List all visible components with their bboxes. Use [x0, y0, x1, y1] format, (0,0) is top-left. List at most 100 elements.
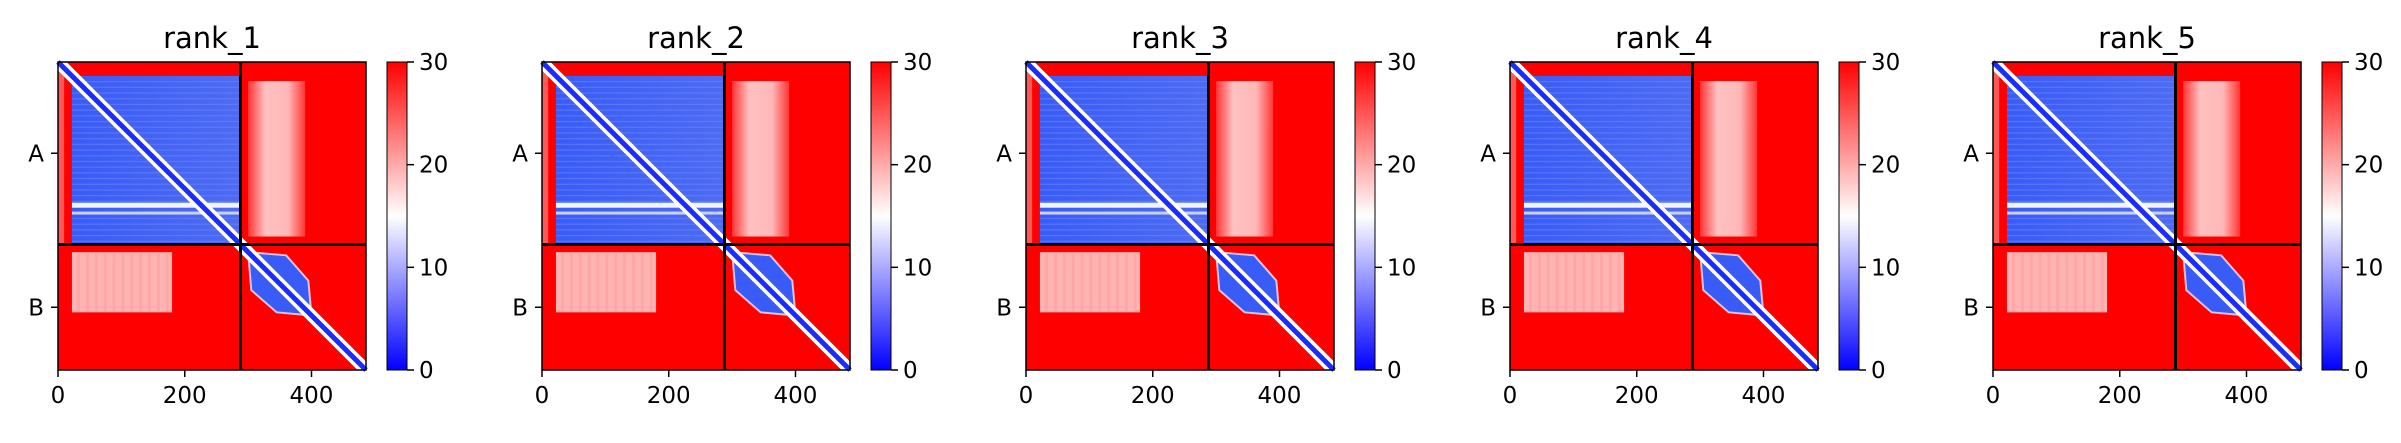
chain-a-stripe: [555, 103, 725, 106]
chain-a-stripe: [71, 217, 241, 220]
colorbar-tick-label: 10: [1387, 255, 1416, 281]
chain-a-stripe: [71, 98, 241, 100]
x-tick-label: 200: [1131, 383, 1175, 409]
chain-ba-stripe: [1573, 252, 1577, 313]
chain-ba-stripe: [1089, 252, 1093, 313]
chain-a-stripe: [2006, 223, 2176, 225]
x-tick-label: 200: [2098, 383, 2142, 409]
chain-a-stripe: [555, 240, 725, 242]
chain-a-stripe: [555, 217, 725, 220]
chain-a-light-stripe: [555, 211, 725, 215]
chain-a-stripe: [1523, 229, 1693, 231]
diagonal-line: [540, 60, 852, 372]
chain-a-stripe: [1523, 132, 1693, 134]
chain-a-stripe: [71, 240, 241, 242]
chain-a-stripe: [1523, 109, 1693, 111]
diagonal-line: [1508, 60, 1820, 372]
chain-ba-stripe: [1529, 252, 1533, 313]
chain-a-stripe: [1039, 132, 1209, 134]
chain-a-stripe: [1039, 143, 1209, 145]
chain-a-fringe: [1026, 62, 1033, 245]
chain-ba-stripe: [649, 252, 653, 313]
chain-a-stripe: [2006, 138, 2176, 140]
heatmap-panel-2: rank_2 A B 0 200 400 0 10 20 30: [512, 21, 932, 409]
chain-a-stripe: [555, 92, 725, 94]
chain-a-stripe: [555, 177, 725, 180]
chain-ba-stripe: [614, 252, 618, 313]
chain-a-stripe: [1523, 183, 1693, 185]
y-tick-label: A: [1963, 141, 1979, 167]
chain-a-stripe: [1523, 149, 1693, 151]
chain-a-stripe: [2006, 189, 2176, 191]
heatmap-frame: [1509, 61, 1819, 371]
chain-a-stripe: [71, 183, 241, 185]
chain-a-stripe: [1039, 172, 1209, 174]
chain-ba-stripe: [2020, 252, 2024, 313]
chain-a-stripe: [1039, 200, 1209, 202]
chain-a-white-stripe: [2006, 202, 2176, 208]
chain-a-stripe: [1039, 195, 1209, 197]
colorbar-tick-label: 10: [903, 255, 932, 281]
chain-a-stripe: [555, 172, 725, 174]
chain-a-stripe: [2006, 103, 2176, 106]
chain-a-stripe: [1523, 81, 1693, 83]
chain-ba-stripe: [1071, 252, 1075, 313]
chain-a-stripe: [1039, 98, 1209, 100]
chain-ba-stripe: [561, 252, 565, 313]
colorbar-tick-label: 30: [903, 50, 932, 76]
chain-ba-stripe: [578, 252, 582, 313]
y-tick-label: A: [996, 141, 1012, 167]
diagonal-line: [1991, 60, 2303, 372]
chain-a-light-stripe: [2006, 211, 2176, 215]
chain-a-stripe: [2006, 132, 2176, 134]
chain-a-fringe: [1510, 62, 1517, 245]
chain-a-stripe: [71, 223, 241, 225]
chain-ba-stripe: [121, 252, 125, 313]
colorbar-tick-label: 30: [419, 50, 448, 76]
chain-a-light-stripe: [1039, 211, 1209, 215]
heatmap-panel-1: rank_1 A B 0 200 400 0 10 20 30: [28, 21, 448, 409]
y-tick-label: A: [28, 141, 44, 167]
chain-ba-stripe: [1591, 252, 1595, 313]
chain-a-stripe: [71, 138, 241, 140]
chain-ba-stripe: [1564, 252, 1568, 313]
chain-ba-stripe: [130, 252, 134, 313]
chain-a-stripe: [2006, 115, 2176, 117]
chain-ba-stripe: [587, 252, 591, 313]
heatmap-panel-3: rank_3 A B 0 200 400 0 10 20 30: [996, 21, 1416, 409]
chain-a-white-stripe: [1039, 202, 1209, 208]
panel-title: rank_2: [647, 21, 745, 55]
chain-ba-stripe: [1546, 252, 1550, 313]
chain-ba-stripe: [605, 252, 609, 313]
chain-ba-stripe: [2029, 252, 2033, 313]
colorbar-tick-label: 30: [2354, 50, 2383, 76]
chain-a-stripe: [2006, 92, 2176, 94]
chain-a-stripe: [1523, 103, 1693, 106]
chain-a-stripe: [71, 115, 241, 117]
chain-ba-stripe: [1115, 252, 1119, 313]
chain-a-stripe: [1039, 183, 1209, 185]
colorbar-tick-label: 0: [419, 358, 434, 384]
chain-a-stripe: [1523, 217, 1693, 220]
chain-a-stripe: [71, 172, 241, 174]
chain-a-stripe: [1039, 229, 1209, 231]
heatmap-panel-5: rank_5 A B 0 200 400 0 10 20 30: [1963, 21, 2383, 409]
colorbar-tick-label: 0: [1387, 358, 1402, 384]
chain-a-stripe: [1523, 115, 1693, 117]
chain-a-white-stripe: [71, 202, 241, 208]
chain-ba-stripe: [1062, 252, 1066, 313]
heatmap-panel-4: rank_4 A B 0 200 400 0 10 20 30: [1480, 21, 1900, 409]
chain-ba-stripe: [77, 252, 81, 313]
chain-a-stripe: [555, 149, 725, 151]
y-tick-label: B: [28, 295, 44, 321]
chain-a-stripe: [1039, 81, 1209, 83]
chain-a-stripe: [71, 189, 241, 191]
chain-a-stripe: [2006, 86, 2176, 88]
chain-ab-pae-band: [248, 81, 306, 237]
chain-a-stripe: [71, 109, 241, 111]
chain-ba-stripe: [2074, 252, 2078, 313]
chain-ba-stripe: [2038, 252, 2042, 313]
chain-a-stripe: [71, 177, 241, 180]
chain-a-stripe: [1039, 115, 1209, 117]
